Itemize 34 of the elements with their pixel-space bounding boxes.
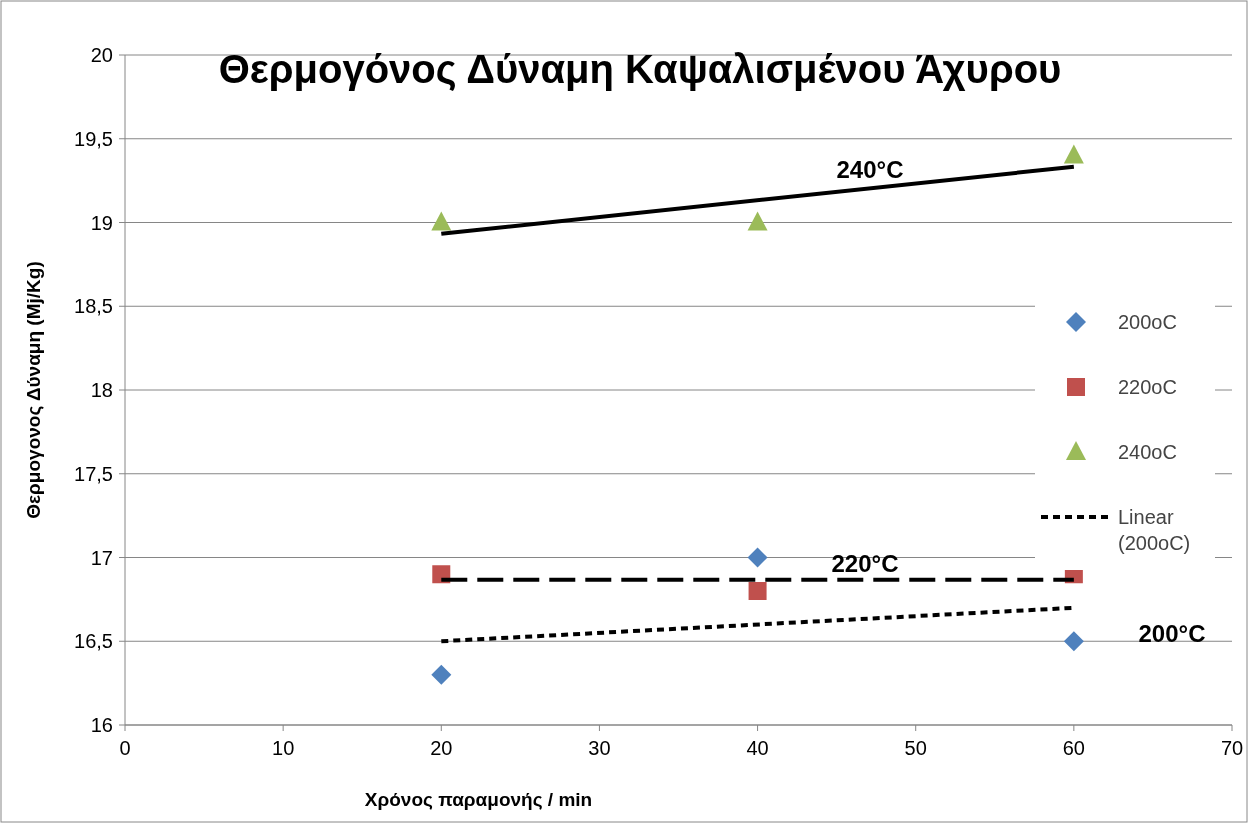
x-tick-label: 0 — [119, 737, 131, 759]
annotation: 240°C — [836, 156, 904, 183]
x-tick-label: 60 — [1062, 737, 1085, 759]
y-tick-label: 16,5 — [74, 630, 113, 653]
y-tick-label: 19,5 — [74, 127, 113, 150]
y-tick-label: 18,5 — [74, 295, 113, 318]
y-tick-label: 17 — [90, 546, 113, 569]
y-tick-label: 18 — [90, 379, 113, 401]
x-tick-label: 40 — [746, 737, 769, 759]
legend-label: 220oC — [1118, 376, 1177, 398]
y-tick-label: 16 — [90, 714, 113, 736]
y-tick-label: 20 — [90, 44, 113, 66]
y-tick-label: 17,5 — [74, 462, 113, 485]
x-tick-label: 70 — [1220, 737, 1244, 759]
point — [748, 582, 767, 600]
point — [747, 547, 768, 568]
point — [431, 664, 452, 685]
x-axis-title: Χρόνος παραμονής / min — [364, 789, 593, 810]
legend-label: 240oC — [1118, 441, 1177, 463]
x-tick-label: 30 — [588, 737, 611, 759]
x-tick-label: 10 — [272, 737, 295, 759]
chart-title: Θερμογόνος Δύναμη Καψαλισμένου Άχυρου — [218, 47, 1062, 92]
x-tick-label: 20 — [430, 737, 453, 759]
point — [747, 211, 768, 231]
point — [431, 211, 452, 231]
annotation: 220°C — [831, 550, 899, 577]
point — [1063, 631, 1084, 652]
legend-label: 200oC — [1118, 311, 1177, 333]
x-tick-label: 50 — [904, 737, 927, 759]
y-tick-label: 19 — [90, 211, 113, 234]
annotation: 200°C — [1138, 620, 1206, 647]
point — [1063, 144, 1084, 164]
legend-label: Linear (200oC) — [1118, 506, 1191, 554]
y-axis-title: Θερμογονος Δύναμη (Mj/Kg) — [23, 261, 44, 519]
